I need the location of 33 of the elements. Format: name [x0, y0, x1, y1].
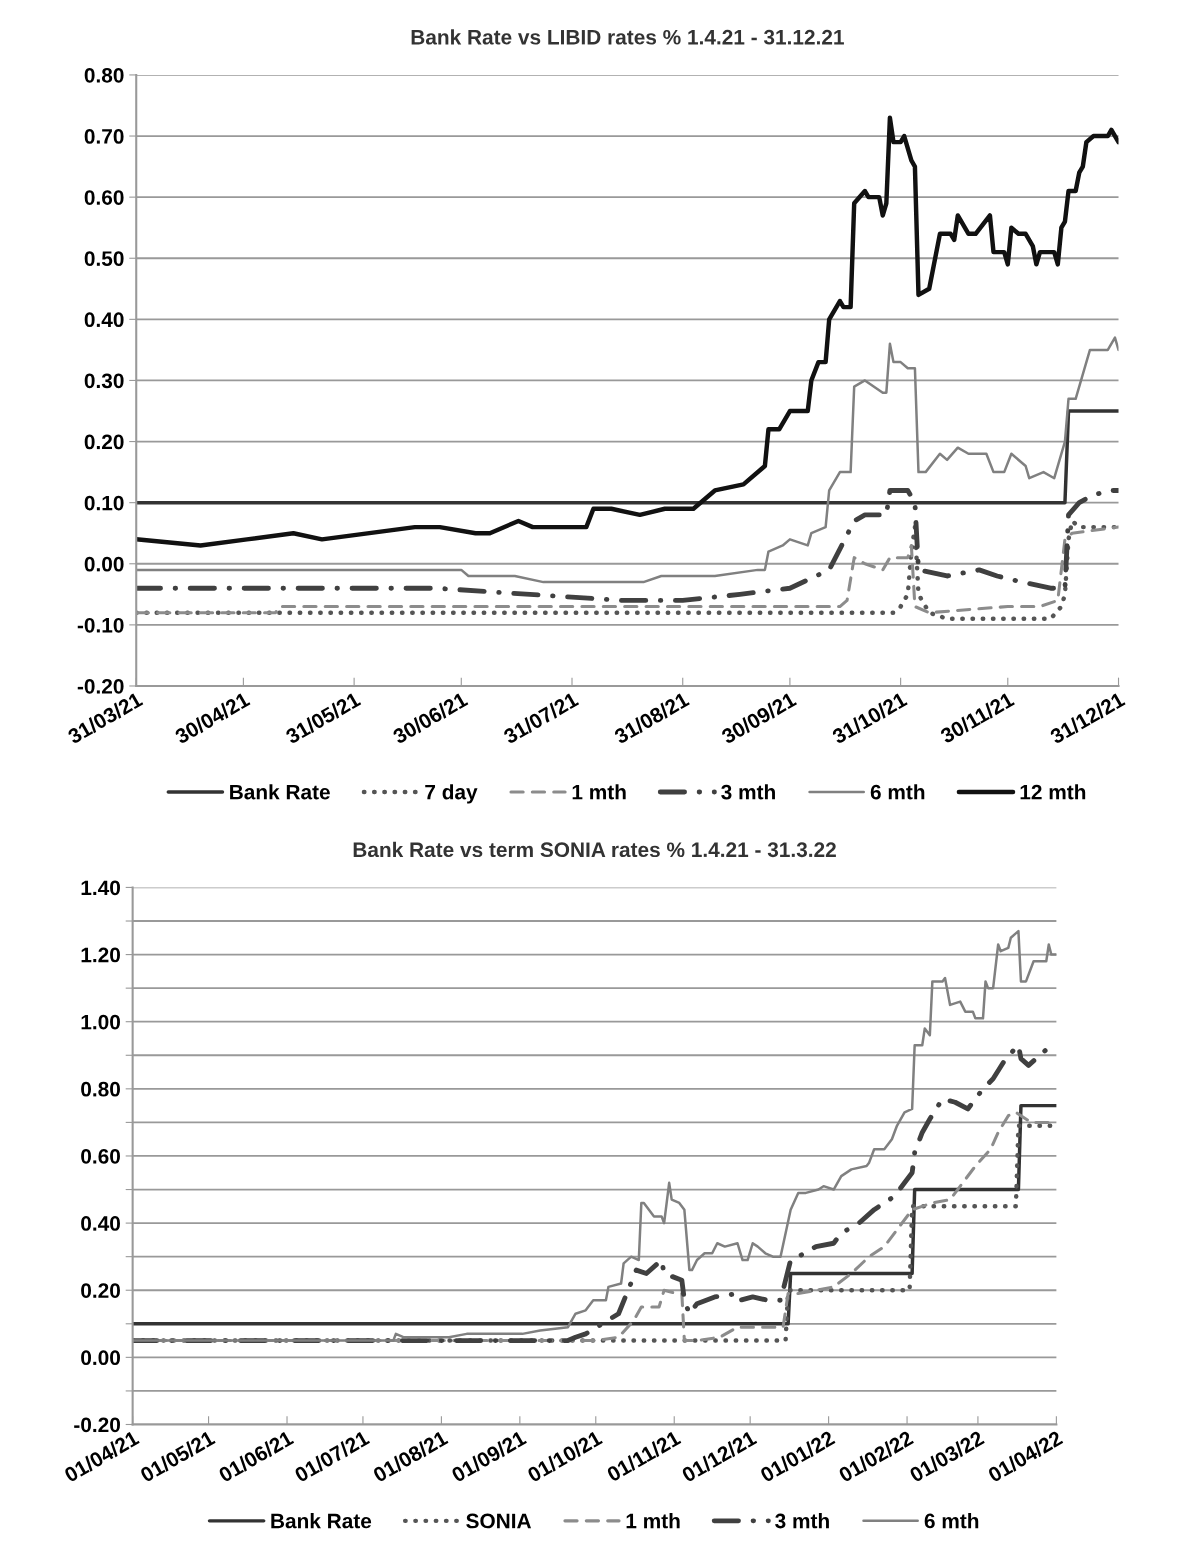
chart-title: Bank Rate vs LIBID rates % 1.4.21 - 31.12.21	[411, 29, 844, 45]
y-tick-label: 1.00	[81, 1014, 120, 1030]
legend-label: 7 day	[425, 784, 478, 804]
y-tick-label: 0.30	[84, 373, 124, 389]
legend-label: 6 mth	[924, 1513, 979, 1529]
y-tick-label: 0.40	[84, 312, 124, 328]
legend-label: 3 mth	[775, 1513, 829, 1529]
y-tick-label: 0.10	[84, 495, 124, 511]
y-tick-label: 0.80	[84, 67, 124, 83]
legend-label: 1 mth	[626, 1513, 680, 1529]
chart-title: Bank Rate vs term SONIA rates % 1.4.21 - 31.3.22	[353, 841, 836, 858]
y-tick-label: -0.20	[77, 678, 124, 694]
y-tick-label: 0.00	[84, 556, 124, 572]
y-tick-label: 0.60	[81, 1148, 120, 1164]
y-tick-label: 0.50	[84, 251, 124, 266]
y-tick-label: 0.20	[84, 434, 124, 450]
y-tick-label: 0.00	[81, 1350, 120, 1366]
y-tick-label: 0.20	[81, 1283, 120, 1298]
legend-label: 6 mth	[870, 784, 925, 800]
y-tick-label: -0.10	[77, 617, 124, 633]
legend-label: Bank Rate	[230, 784, 330, 800]
y-tick-label: 0.60	[84, 190, 124, 205]
y-tick-label: 1.40	[81, 880, 120, 896]
legend-label: 12 mth	[1020, 784, 1086, 800]
y-tick-label: 0.70	[84, 129, 124, 144]
legend-label: SONIA	[466, 1513, 532, 1529]
y-tick-label: 1.20	[81, 947, 120, 963]
y-tick-label: 0.40	[81, 1216, 120, 1231]
legend-label: 3 mth	[721, 784, 775, 800]
y-tick-label: -0.20	[74, 1417, 120, 1433]
y-tick-label: 0.80	[81, 1081, 120, 1097]
legend-label: 1 mth	[572, 784, 626, 800]
legend-label: Bank Rate	[271, 1513, 372, 1529]
